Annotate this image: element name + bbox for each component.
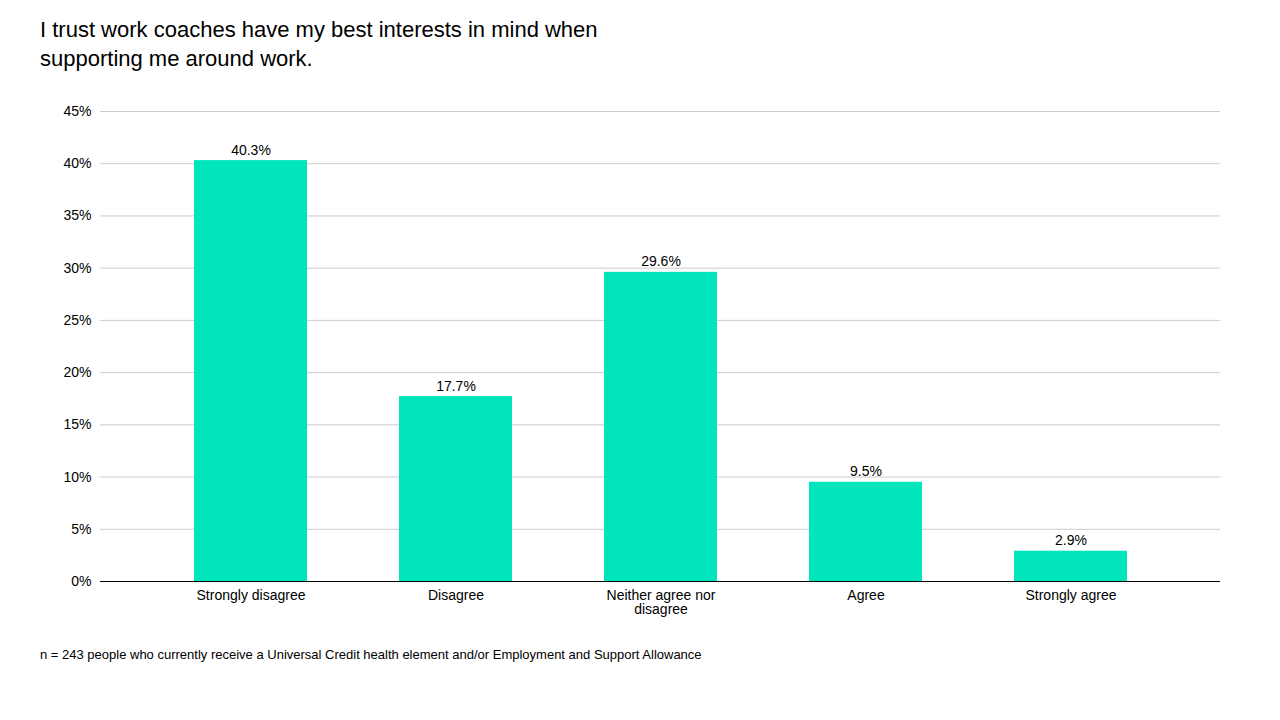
html-text:I trust work coaches have my b: I trust work coaches have my best intere… — [40, 17, 598, 71]
svg-text:45%: 45% — [63, 103, 91, 119]
svg-text:15%: 15% — [63, 417, 91, 433]
html-text:n = 243 people who currently r: n = 243 people who currently receive a U… — [40, 647, 702, 663]
svg-text:0%: 0% — [71, 573, 91, 589]
svg-text:9.5%: 9.5% — [850, 463, 882, 479]
svg-text:40%: 40% — [63, 155, 91, 171]
svg-text:20%: 20% — [63, 364, 91, 380]
svg-text:2.9%: 2.9% — [1055, 532, 1087, 548]
svg-text:5%: 5% — [71, 521, 91, 537]
svg-text:17.7%: 17.7% — [436, 378, 476, 394]
svg-text:Agree: Agree — [847, 588, 885, 604]
svg-text:30%: 30% — [63, 260, 91, 276]
svg-text:Strongly agree: Strongly agree — [1025, 588, 1116, 604]
svg-text:25%: 25% — [63, 312, 91, 328]
svg-text:Neither agree nordisagree: Neither agree nordisagree — [607, 588, 716, 618]
svg-text:40.3%: 40.3% — [231, 142, 271, 158]
svg-text:Disagree: Disagree — [428, 588, 484, 604]
svg-text:29.6%: 29.6% — [641, 254, 681, 270]
svg-text:10%: 10% — [63, 469, 91, 485]
svg-text:35%: 35% — [63, 208, 91, 224]
svg-text:Strongly disagree: Strongly disagree — [197, 588, 306, 604]
